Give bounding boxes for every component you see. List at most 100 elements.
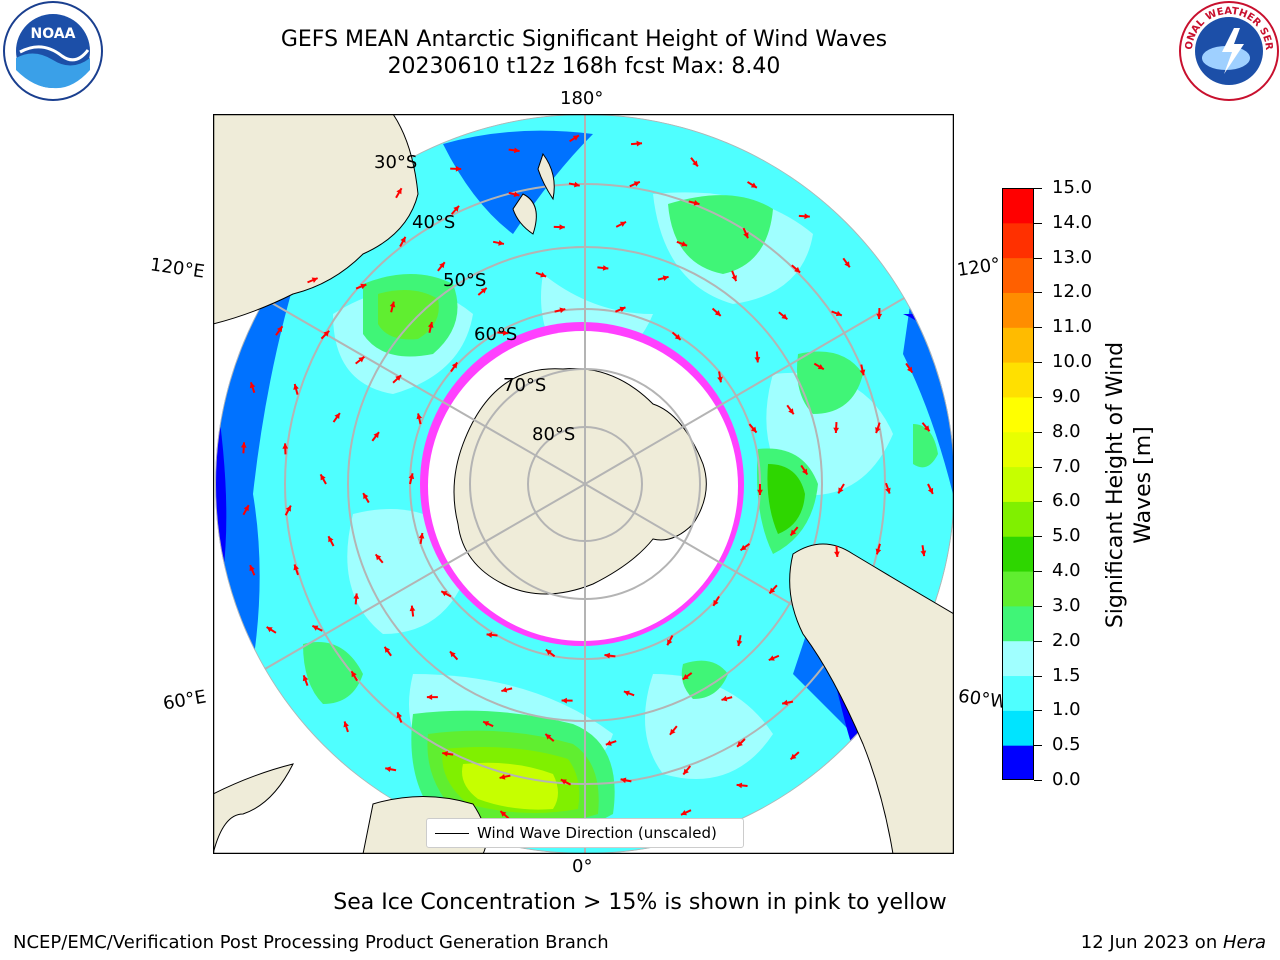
colorbar-band <box>1002 466 1034 502</box>
wave-direction-arrowhead <box>906 366 913 373</box>
colorbar-band <box>1002 431 1034 468</box>
colorbar-tick-label: 1.0 <box>1052 699 1081 721</box>
wave-direction-arrowhead <box>385 766 391 773</box>
legend-line-icon <box>435 833 469 834</box>
wave-direction-arrowhead <box>713 599 719 606</box>
wave-direction-arrowhead <box>293 384 299 390</box>
wave-direction-arrowhead <box>502 330 509 336</box>
wave-direction-arrowhead <box>334 413 340 419</box>
lon-label-180: 180° <box>560 88 604 109</box>
wave-direction-arrowhead <box>736 640 743 647</box>
wave-direction-arrowhead <box>834 551 840 557</box>
wave-direction-arrowhead <box>559 224 565 230</box>
wave-direction-arrowhead <box>802 468 808 475</box>
wave-direction-arrowhead <box>500 811 507 817</box>
wave-direction-arrowhead <box>375 554 382 561</box>
wave-direction-arrowhead <box>681 241 688 247</box>
colorbar-tick-label: 6.0 <box>1052 490 1081 512</box>
wave-direction-arrowhead <box>769 587 776 594</box>
colorbar-tick-mark <box>1034 466 1042 468</box>
wave-direction-arrowhead <box>396 188 402 195</box>
wave-direction-arrowhead <box>243 505 249 512</box>
wave-direction-arrowhead <box>418 533 425 539</box>
wave-direction-arrowhead <box>540 271 547 278</box>
lon-label-0: 0° <box>572 856 593 877</box>
wave-direction-arrowhead <box>343 721 349 728</box>
wave-direction-arrowhead <box>561 697 567 704</box>
wave-direction-arrowhead <box>602 265 609 271</box>
colorbar-tick-mark <box>1034 188 1042 189</box>
wave-direction-arrowhead <box>409 605 416 612</box>
colorbar-band <box>1002 396 1034 433</box>
wave-direction-arrowhead <box>693 200 700 206</box>
wave-direction-arrowhead <box>486 632 493 638</box>
wave-direction-arrowhead <box>427 322 434 328</box>
colorbar-tick-label: 5.0 <box>1052 525 1081 547</box>
colorbar-tick-label: 14.0 <box>1052 211 1093 233</box>
wave-direction-arrowhead <box>249 565 255 572</box>
colorbar-tick-mark <box>1034 362 1042 364</box>
wave-direction-arrowhead <box>757 489 763 495</box>
wave-direction-arrowhead <box>636 140 643 147</box>
wave-direction-arrowhead <box>737 741 743 747</box>
wave-direction-arrowhead <box>455 165 462 172</box>
colorbar-tick-label: 11.0 <box>1052 316 1093 338</box>
wave-direction-arrowhead <box>277 326 283 333</box>
colorbar-label-line1: Significant Height of Wind <box>1103 341 1128 629</box>
colorbar-tick-label: 7.0 <box>1052 455 1081 477</box>
wave-direction-arrowhead <box>499 774 506 780</box>
colorbar-tick-mark <box>1034 222 1042 224</box>
wave-direction-arrowhead <box>782 699 788 706</box>
wave-direction-arrowhead <box>781 313 788 320</box>
wave-direction-arrowhead <box>838 487 844 494</box>
wave-direction-arrowhead <box>559 307 566 314</box>
wave-direction-arrowhead <box>328 536 334 543</box>
colorbar-band <box>1002 675 1034 711</box>
wave-direction-arrowhead <box>483 721 490 727</box>
wave-direction-arrowhead <box>545 649 552 656</box>
wave-direction-arrowhead <box>667 639 673 646</box>
colorbar-tick-label: 12.0 <box>1052 281 1093 303</box>
colorbar-label-line2: Waves [m] <box>1131 426 1156 544</box>
wave-direction-arrowhead <box>353 593 360 599</box>
wave-direction-arrowhead <box>682 673 689 680</box>
colorbar-band <box>1002 605 1034 642</box>
colorbar-band <box>1002 536 1034 572</box>
wave-direction-arrowhead <box>249 382 256 389</box>
wave-direction-arrowhead <box>619 306 626 313</box>
wave-direction-arrowhead <box>750 182 757 188</box>
lon-label-120e: 120°E <box>148 254 206 283</box>
colorbar-tick-mark <box>1034 536 1042 538</box>
wave-direction-arrowhead <box>674 334 681 340</box>
footer-branch: NCEP/EMC/Verification Post Processing Pr… <box>13 932 609 953</box>
colorbar-tick-mark <box>1034 745 1042 747</box>
colorbar-label: Significant Height of Wind Waves [m] <box>1102 342 1158 628</box>
lat-label-60s: 60°S <box>474 324 518 345</box>
wave-direction-arrowhead <box>859 369 866 376</box>
wave-direction-arrowhead <box>311 277 318 283</box>
wave-direction-arrowhead <box>669 728 676 735</box>
colorbar-band <box>1002 292 1034 328</box>
footer-host: Hera <box>1222 932 1266 953</box>
colorbar-tick-mark <box>1034 675 1042 677</box>
colorbar-band <box>1002 257 1034 293</box>
wave-direction-arrowhead <box>572 135 579 141</box>
colorbar-tick-mark <box>1034 710 1042 712</box>
wave-direction-arrowhead <box>875 427 881 434</box>
wave-direction-arrowhead <box>384 646 391 653</box>
wave-direction-arrowhead <box>302 675 309 682</box>
colorbar-band <box>1002 571 1034 607</box>
wave-direction-arrowhead <box>662 275 669 281</box>
colorbar-tick-mark <box>1034 780 1042 781</box>
map-panel <box>213 114 954 854</box>
wave-direction-arrowhead <box>633 181 640 187</box>
wave-direction-arrowhead <box>351 671 357 678</box>
colorbar-tick-label: 15.0 <box>1052 177 1093 198</box>
lat-label-70s: 70°S <box>503 375 547 396</box>
colorbar-band <box>1002 327 1034 363</box>
colorbar-tick-label: 9.0 <box>1052 385 1081 407</box>
wave-direction-arrowhead <box>395 375 402 381</box>
wave-direction-arrowhead <box>605 740 612 746</box>
noaa-logo-text: NOAA <box>31 26 76 42</box>
wave-direction-arrowhead <box>426 694 433 701</box>
